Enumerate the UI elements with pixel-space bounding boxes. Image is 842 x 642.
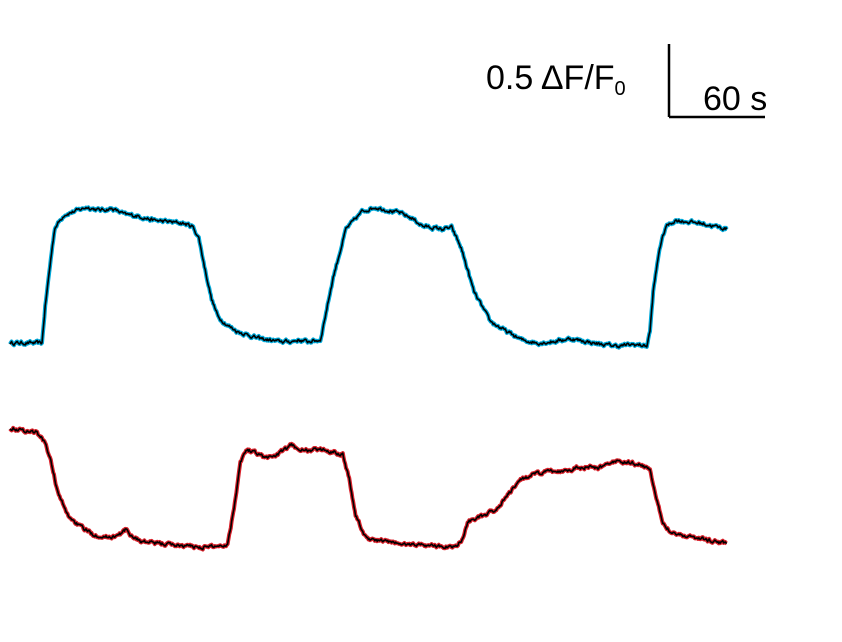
traces-group <box>8 205 729 552</box>
trace-2-line <box>9 427 728 551</box>
trace-2-color-line <box>8 425 728 552</box>
trace-1-color-line <box>8 205 729 350</box>
trace-1-line <box>9 206 728 349</box>
scale-bar: 0.5 ΔF/F0 60 s <box>486 44 767 119</box>
scale-bar-x-label: 60 s <box>703 80 767 118</box>
scale-bar-y-label: 0.5 ΔF/F0 <box>486 59 626 100</box>
scale-bar-y-label-subscript: 0 <box>615 78 626 100</box>
